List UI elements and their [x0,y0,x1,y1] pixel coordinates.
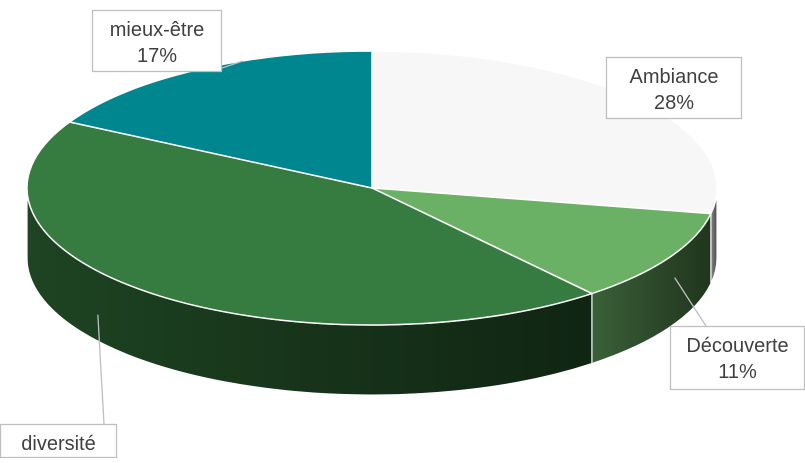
slice-label-diversite: diversité [21,433,95,455]
callout-box-ambiance [605,56,743,120]
pie-slice-diversite [26,121,593,326]
callout-box-mieux-etre [91,9,223,73]
slice-percent-mieux-etre: 17% [137,45,177,67]
slice-percent-ambiance: 28% [654,92,694,114]
callout-leader-decouverte [674,277,707,327]
callout-box-diversite [0,423,118,459]
callout-leader-diversite [97,314,105,425]
pie-slice-decouverte [371,187,712,295]
slice-label-decouverte: Découverte [686,335,788,357]
pie-labels: Ambiance28%Découverte11%diversité44%mieu… [0,9,805,463]
pie-top-faces [26,50,718,326]
callout-leader-mieux-etre [221,60,243,69]
slice-label-mieux-etre: mieux-être [110,19,204,41]
slice-label-ambiance: Ambiance [630,66,719,88]
slice-percent-decouverte: 11% [718,361,757,383]
